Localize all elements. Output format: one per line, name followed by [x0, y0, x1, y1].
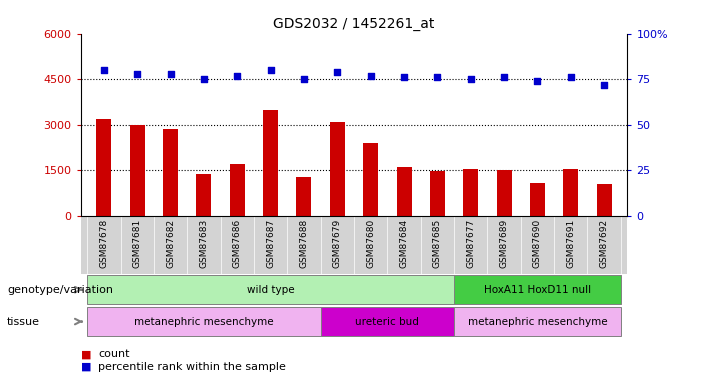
Text: ■: ■ [81, 350, 91, 359]
Bar [320, 307, 454, 336]
Text: GSM87683: GSM87683 [200, 219, 208, 268]
Text: GSM87690: GSM87690 [533, 219, 542, 268]
Bar [263, 110, 278, 216]
Text: GSM87679: GSM87679 [333, 219, 342, 268]
Point [465, 76, 476, 82]
Bar [297, 177, 311, 216]
Bar [463, 169, 478, 216]
Text: GSM87686: GSM87686 [233, 219, 242, 268]
Bar [230, 164, 245, 216]
Text: GSM87688: GSM87688 [299, 219, 308, 268]
Text: metanephric mesenchyme: metanephric mesenchyme [134, 316, 274, 327]
Point [198, 76, 210, 82]
Point [299, 76, 310, 82]
Bar [454, 275, 620, 304]
Point [165, 71, 176, 77]
Text: GSM87677: GSM87677 [466, 219, 475, 268]
Text: GSM87684: GSM87684 [400, 219, 409, 268]
Bar [88, 307, 320, 336]
Text: count: count [98, 350, 130, 359]
Text: GSM87689: GSM87689 [500, 219, 508, 268]
Text: GSM87687: GSM87687 [266, 219, 275, 268]
Point [232, 73, 243, 79]
Point [98, 67, 109, 73]
Text: GSM87678: GSM87678 [100, 219, 109, 268]
Text: GSM87692: GSM87692 [599, 219, 608, 268]
Text: genotype/variation: genotype/variation [7, 285, 113, 295]
Bar [530, 183, 545, 216]
Bar [496, 171, 512, 216]
Point [498, 74, 510, 80]
Bar [454, 307, 620, 336]
Bar [97, 118, 111, 216]
Bar [597, 184, 611, 216]
Bar [88, 275, 454, 304]
Bar [330, 122, 345, 216]
Bar [563, 169, 578, 216]
Point [132, 71, 143, 77]
Point [365, 73, 376, 79]
Bar [397, 166, 411, 216]
Text: GSM87682: GSM87682 [166, 219, 175, 268]
Title: GDS2032 / 1452261_at: GDS2032 / 1452261_at [273, 17, 435, 32]
Point [432, 74, 443, 80]
Text: ureteric bud: ureteric bud [355, 316, 419, 327]
Bar [130, 125, 145, 216]
Bar [196, 174, 212, 216]
Text: wild type: wild type [247, 285, 294, 295]
Point [599, 82, 610, 88]
Text: HoxA11 HoxD11 null: HoxA11 HoxD11 null [484, 285, 591, 295]
Text: ■: ■ [81, 362, 91, 372]
Text: tissue: tissue [7, 316, 40, 327]
Text: GSM87685: GSM87685 [433, 219, 442, 268]
Text: percentile rank within the sample: percentile rank within the sample [98, 362, 286, 372]
Point [565, 74, 576, 80]
Bar [163, 129, 178, 216]
Text: GSM87681: GSM87681 [132, 219, 142, 268]
Point [332, 69, 343, 75]
Bar [430, 171, 445, 216]
Text: GSM87691: GSM87691 [566, 219, 576, 268]
Point [265, 67, 276, 73]
Text: GSM87680: GSM87680 [366, 219, 375, 268]
Bar [363, 144, 378, 216]
Point [532, 78, 543, 84]
Point [398, 74, 409, 80]
Text: metanephric mesenchyme: metanephric mesenchyme [468, 316, 607, 327]
